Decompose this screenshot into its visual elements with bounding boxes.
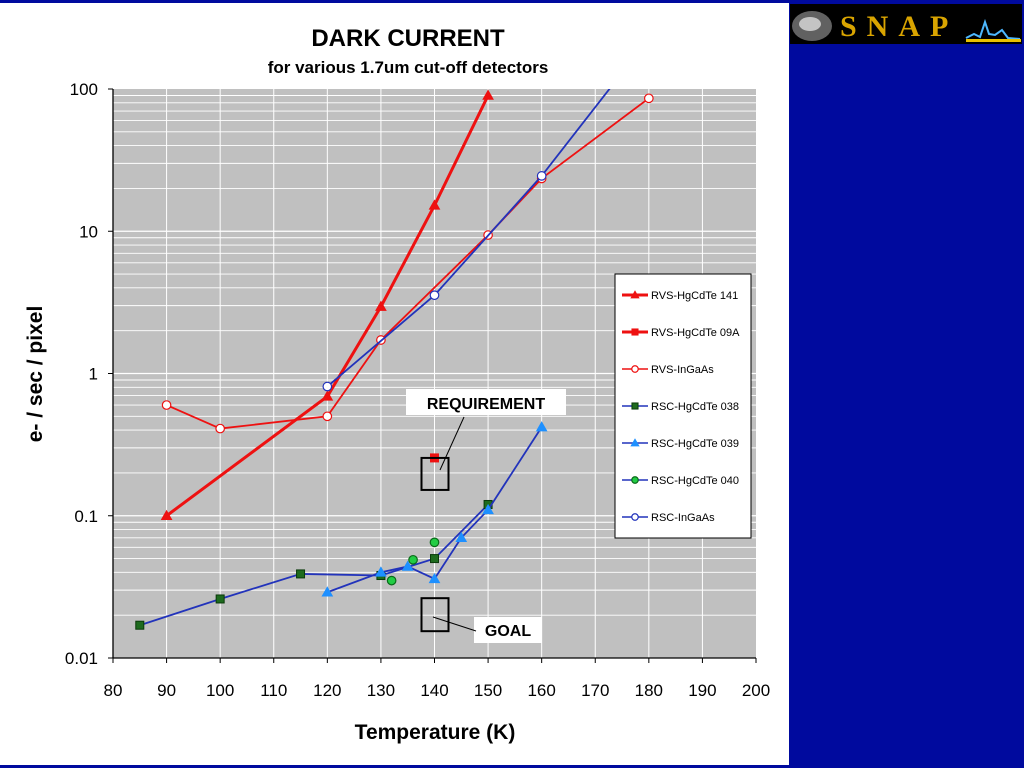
data-point [160, 509, 173, 520]
x-tick-label: 190 [688, 681, 716, 700]
data-point [428, 199, 441, 210]
dark-current-chart: DARK CURRENT for various 1.7um cut-off d… [24, 25, 770, 744]
legend-item-rvs-ingaas: RVS-InGaAs [622, 364, 714, 376]
legend-item-rsc-hgcdte-038: RSC-HgCdTe 038 [622, 401, 739, 413]
x-axis-label: Temperature (K) [355, 721, 516, 744]
legend-item-rsc-hgcdte-039: RSC-HgCdTe 039 [622, 438, 739, 450]
data-point [386, 575, 397, 586]
requirement-label: REQUIREMENT [427, 396, 545, 413]
requirement-leader-line [439, 416, 465, 471]
data-point [215, 594, 225, 604]
x-tick-label: 160 [527, 681, 555, 700]
legend-label: RSC-HgCdTe 040 [651, 475, 739, 487]
data-point [482, 89, 494, 100]
data-point [135, 620, 145, 630]
legend-label: RSC-InGaAs [651, 512, 715, 524]
goal-label: GOAL [485, 623, 531, 640]
data-point [401, 560, 414, 571]
data-point [455, 531, 468, 543]
data-point [430, 554, 439, 564]
data-point [408, 554, 418, 565]
y-tick-label: 1 [89, 365, 98, 384]
series-rsc-hgcdte-039 [321, 421, 548, 597]
goal-leader-line [432, 616, 477, 632]
data-point [429, 537, 440, 548]
legend-label: RVS-HgCdTe 141 [651, 290, 738, 302]
legend-marker [631, 476, 639, 484]
legend-marker [631, 513, 639, 521]
annotations: REQUIREMENT GOAL [406, 389, 566, 643]
data-point [322, 411, 333, 422]
x-tick-label: 130 [367, 681, 395, 700]
legend-item-rvs-hgcdte-09a: RVS-HgCdTe 09A [622, 327, 740, 339]
data-point [215, 423, 226, 434]
data-point [375, 566, 387, 577]
data-point [482, 503, 494, 515]
goal-box [420, 597, 450, 633]
series-line [326, 89, 611, 388]
data-point [321, 586, 334, 597]
legend-label: RSC-HgCdTe 038 [651, 401, 739, 413]
data-point [375, 300, 387, 311]
legend-marker [631, 328, 639, 336]
y-tick-label: 0.01 [65, 649, 98, 668]
requirement-label-bg [406, 389, 566, 415]
data-point [322, 381, 333, 392]
x-tick-label: 120 [313, 681, 341, 700]
x-tick-label: 110 [260, 681, 287, 700]
x-tick-label: 90 [157, 681, 176, 700]
y-tick-label: 100 [70, 80, 98, 99]
data-point [429, 290, 440, 301]
legend-item-rsc-ingaas: RSC-InGaAs [622, 512, 715, 524]
legend-marker [630, 438, 640, 447]
data-point [161, 400, 172, 410]
x-tick-label: 80 [104, 681, 123, 700]
chart-subtitle: for various 1.7um cut-off detectors [268, 58, 549, 77]
data-point [296, 569, 306, 579]
y-axis-label: e- / sec / pixel [24, 306, 47, 443]
x-tick-label: 200 [742, 681, 770, 700]
logo-text: SNAP [840, 10, 958, 43]
legend-marker [631, 402, 639, 410]
data-point [536, 171, 547, 181]
chart-title: DARK CURRENT [311, 25, 505, 52]
x-tick-label: 100 [206, 681, 234, 700]
y-tick-label: 0.1 [74, 507, 98, 526]
legend-item-rsc-hgcdte-040: RSC-HgCdTe 040 [622, 475, 739, 487]
series-rsc-hgcdte-040 [386, 537, 440, 586]
snap-logo-graphic: SNAP [790, 4, 1022, 44]
data-point [535, 421, 548, 432]
data-point [321, 390, 334, 401]
requirement-box [420, 456, 450, 491]
x-tick-label: 170 [581, 681, 609, 700]
goal-label-bg [474, 617, 542, 643]
data-point [428, 572, 441, 584]
data-point [643, 93, 654, 104]
legend-label: RVS-HgCdTe 09A [651, 327, 740, 339]
y-tick-label: 10 [79, 222, 98, 241]
legend-label: RVS-InGaAs [651, 364, 714, 376]
snap-logo: SNAP [790, 4, 1022, 44]
axis-ticks: 80 90 100 110 120 130 140 150 160 170 180 190 2000.0… [65, 80, 770, 700]
series-line [139, 503, 489, 627]
legend: RVS-HgCdTe 141 RVS-HgCdTe 09A RVS-InGaAs RS… [614, 273, 752, 539]
legend-item-rvs-hgcdte-141: RVS-HgCdTe 141 [622, 290, 738, 302]
legend-marker [630, 290, 640, 299]
series-rvs-hgcdte-141 [160, 89, 494, 520]
x-tick-label: 150 [474, 681, 502, 700]
series-rsc-ingaas [322, 89, 611, 392]
legend-label: RSC-HgCdTe 039 [651, 438, 739, 450]
legend-marker [631, 365, 639, 373]
x-tick-label: 140 [420, 681, 448, 700]
x-tick-label: 180 [635, 681, 663, 700]
